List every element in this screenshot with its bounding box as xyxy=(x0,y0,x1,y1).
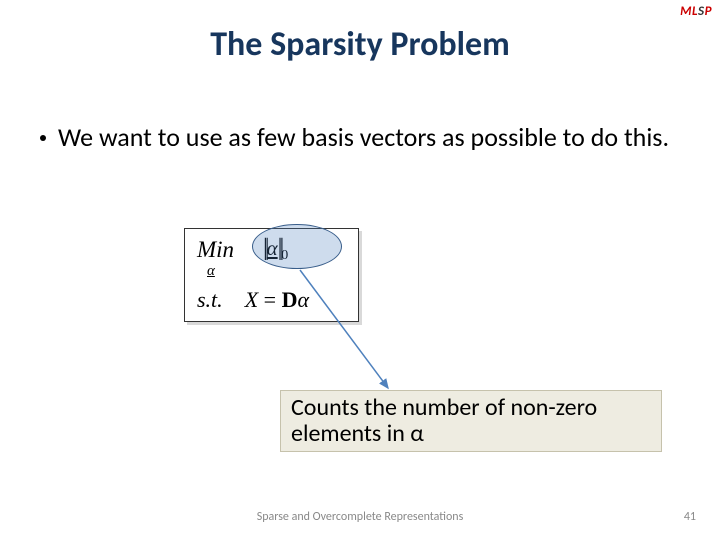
min-label: Min xyxy=(197,237,234,263)
highlight-oval xyxy=(252,224,342,269)
slide-title: The Sparsity Problem xyxy=(0,24,720,65)
constraint-eq: = xyxy=(264,287,276,312)
st-label: s.t. xyxy=(197,287,223,312)
bullet-dot-icon xyxy=(40,135,46,141)
constraint-X: X xyxy=(245,287,258,312)
constraint-alpha: α xyxy=(297,287,309,312)
logo: MLSP xyxy=(680,4,712,19)
equation-constraint: s.t. X = Dα xyxy=(197,287,309,313)
callout-text: Counts the number of non-zero elements i… xyxy=(291,395,651,448)
bullet-item: We want to use as few basis vectors as p… xyxy=(40,122,680,153)
callout-box: Counts the number of non-zero elements i… xyxy=(280,390,662,452)
bullet-text: We want to use as few basis vectors as p… xyxy=(58,122,669,153)
min-subscript: α xyxy=(207,263,215,280)
constraint-D: D xyxy=(282,287,298,312)
footer-text: Sparse and Overcomplete Representations xyxy=(0,510,720,524)
page-number: 41 xyxy=(684,510,696,524)
equation-objective: Min α xyxy=(197,237,234,263)
